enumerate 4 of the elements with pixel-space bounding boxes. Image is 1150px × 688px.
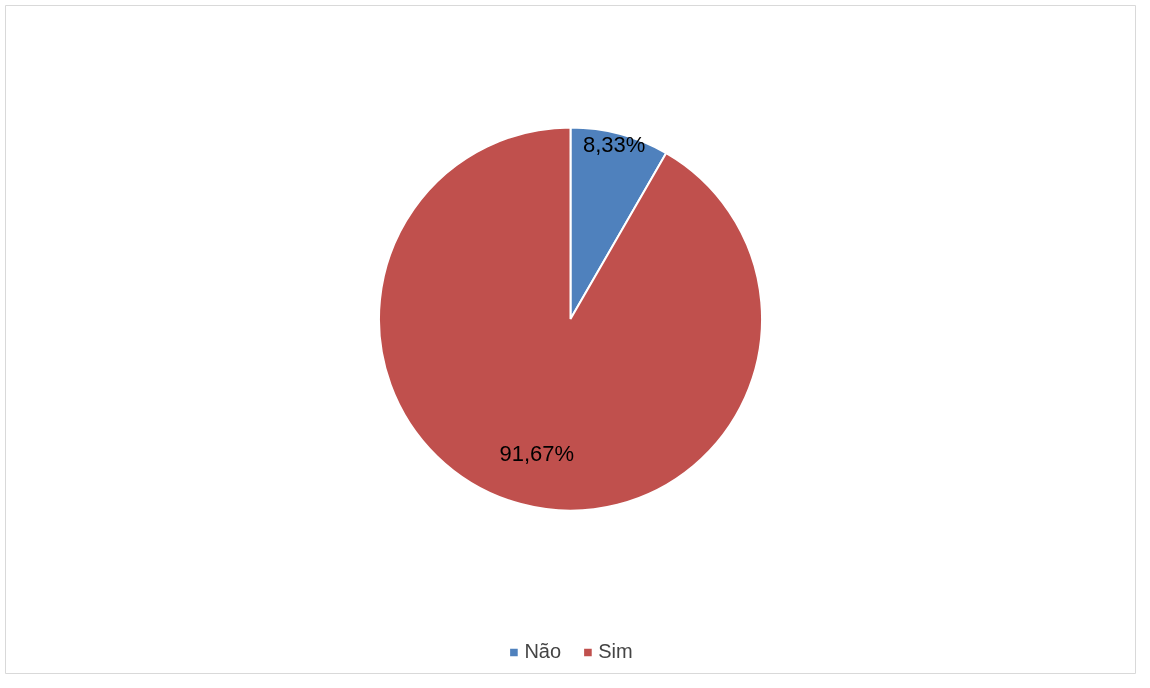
data-label: 8,33% [582,132,646,158]
data-label: 91,67% [499,441,575,467]
legend-label: Sim [598,640,633,663]
legend-label: Não [524,640,562,663]
